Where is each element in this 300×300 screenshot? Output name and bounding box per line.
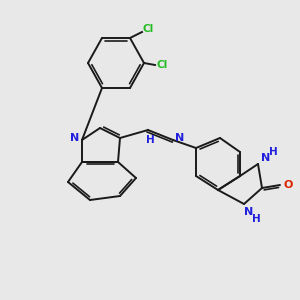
Text: N: N [70,133,80,143]
Text: Cl: Cl [156,60,168,70]
Text: Cl: Cl [142,24,154,34]
Text: H: H [268,147,278,157]
Text: H: H [146,135,154,145]
Text: H: H [252,214,260,224]
Text: N: N [176,133,184,143]
Text: O: O [283,180,293,190]
Text: N: N [261,153,271,163]
Text: N: N [244,207,253,217]
